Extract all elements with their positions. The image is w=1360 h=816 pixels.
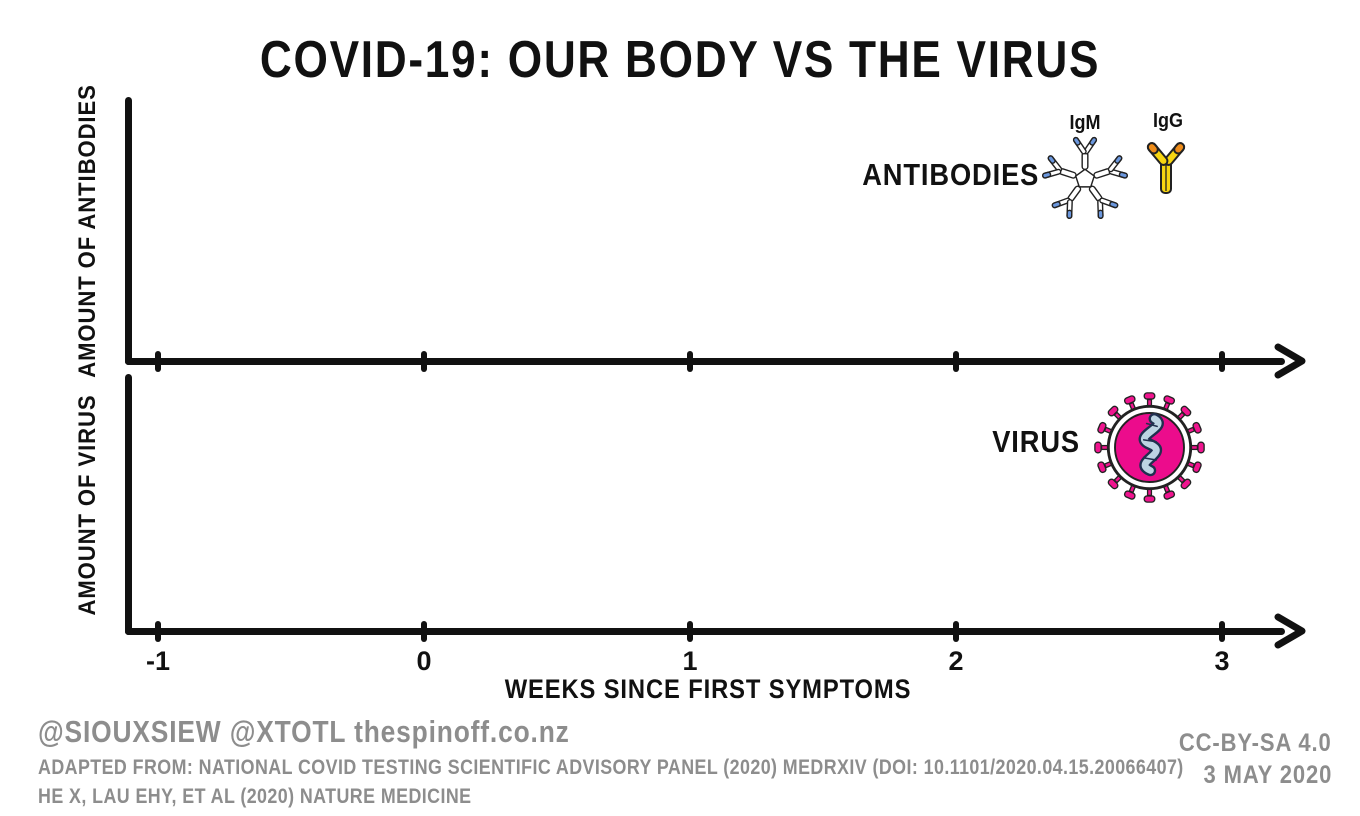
tick-mark xyxy=(421,621,427,642)
y-axis-line-bottom xyxy=(125,374,132,635)
x-tick-label: 2 xyxy=(948,646,964,676)
y-axis-label-virus: AMOUNT OF VIRUS xyxy=(74,394,101,616)
tick-mark xyxy=(953,621,959,642)
y-axis-line-top xyxy=(125,97,132,365)
x-axis-arrow-icon xyxy=(1274,613,1306,649)
tick-mark xyxy=(1219,351,1225,372)
x-axis-arrow-icon xyxy=(1274,343,1306,379)
x-tick-label: -1 xyxy=(145,646,170,676)
legend-label-virus: VIRUS xyxy=(992,424,1080,459)
igg-antibody-icon xyxy=(1146,142,1186,194)
legend-label-antibodies: ANTIBODIES xyxy=(862,157,1040,192)
virus-icon xyxy=(1094,392,1205,503)
x-axis-line-top xyxy=(125,358,1285,365)
x-tick-label: 0 xyxy=(416,646,432,676)
tick-mark xyxy=(953,351,959,372)
x-tick-label: 3 xyxy=(1214,646,1230,676)
reference-line: HE X, LAU EHY, ET AL (2020) NATURE MEDIC… xyxy=(38,785,472,808)
tick-mark xyxy=(687,351,693,372)
page-title: COVID-19: OUR BODY VS THE VIRUS xyxy=(259,31,1101,89)
adapted-from-line: ADAPTED FROM: NATIONAL COVID TESTING SCI… xyxy=(38,756,1184,779)
igm-label: IgM xyxy=(1069,112,1101,134)
tick-mark xyxy=(421,351,427,372)
license-label: CC-BY-SA 4.0 xyxy=(1179,729,1332,757)
credit-line: @SIOUXSIEW @XTOTL thespinoff.co.nz xyxy=(38,714,570,749)
y-axis-label-antibodies: AMOUNT OF ANTIBODIES xyxy=(74,84,101,378)
x-axis-label: WEEKS SINCE FIRST SYMPTOMS xyxy=(504,674,912,704)
date-label: 3 MAY 2020 xyxy=(1203,761,1332,789)
x-axis-line-bottom xyxy=(125,628,1285,635)
igm-antibody-icon xyxy=(1040,136,1130,222)
tick-mark xyxy=(155,351,161,372)
tick-mark xyxy=(1219,621,1225,642)
tick-mark xyxy=(155,621,161,642)
igg-label: IgG xyxy=(1152,110,1184,132)
x-tick-label: 1 xyxy=(682,646,698,676)
tick-mark xyxy=(687,621,693,642)
